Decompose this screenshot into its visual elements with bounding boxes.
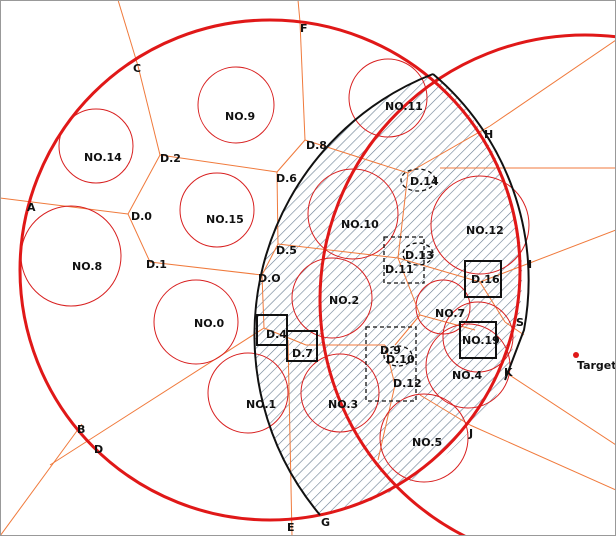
label-no12: NO.12 (466, 224, 504, 237)
node-d11-box (383, 236, 425, 284)
point-h: H (484, 128, 493, 141)
point-e: E (287, 521, 295, 534)
point-s: S (516, 316, 524, 329)
label-d13: D.13 (405, 249, 434, 262)
node-d9-marker (383, 345, 413, 367)
target-marker (573, 352, 579, 358)
label-no9: NO.9 (225, 110, 255, 123)
label-no15: NO.15 (206, 213, 244, 226)
label-d16: D.16 (471, 273, 500, 286)
point-d: D (94, 443, 103, 456)
lens-outline-right (432, 73, 530, 381)
label-d1: D.1 (146, 258, 167, 271)
label-no8: NO.8 (72, 260, 102, 273)
main-range-circle (18, 18, 522, 522)
point-labels: A B C D E F G H I J K S Target (27, 22, 616, 534)
point-i: I (528, 258, 532, 271)
label-no5: NO.5 (412, 436, 442, 449)
circle-no0 (153, 279, 239, 365)
label-d12: D.12 (393, 377, 422, 390)
circle-no12 (430, 175, 530, 275)
lens-outline (253, 73, 434, 516)
circle-no19 (442, 301, 514, 373)
point-b: B (77, 423, 85, 436)
circle-no2 (291, 257, 373, 339)
node-d13-marker (402, 242, 434, 266)
point-k: K (504, 366, 513, 379)
circle-labels: NO.0 NO.1 NO.2 NO.3 NO.4 NO.5 NO.7 NO.8 … (72, 100, 504, 449)
label-d0b: D.O (258, 272, 281, 285)
label-no19: NO.19 (462, 334, 500, 347)
point-f: F (300, 22, 308, 35)
node-d19-box (459, 321, 497, 359)
circle-no14 (58, 108, 134, 184)
label-d14: D.14 (410, 175, 439, 188)
label-d2: D.2 (160, 152, 181, 165)
label-d6: D.6 (276, 172, 297, 185)
circle-no11 (348, 58, 428, 138)
circle-no3 (300, 353, 380, 433)
label-no2: NO.2 (329, 294, 359, 307)
label-d5: D.5 (276, 244, 297, 257)
solid-boxes (256, 260, 502, 362)
label-no11: NO.11 (385, 100, 423, 113)
node-d7-box (286, 330, 318, 362)
label-no3: NO.3 (328, 398, 358, 411)
point-c: C (133, 62, 141, 75)
dashed-nodes (365, 168, 436, 402)
label-no4: NO.4 (452, 369, 482, 382)
label-d8: D.8 (306, 139, 327, 152)
node-d16-box (464, 260, 502, 298)
label-d10: D.10 (386, 353, 415, 366)
point-a: A (27, 201, 36, 214)
label-d0: D.0 (131, 210, 152, 223)
label-d7: D.7 (292, 347, 313, 360)
node-d14-marker (400, 168, 436, 192)
label-d4: D.4 (266, 328, 287, 341)
circle-no9 (197, 66, 275, 144)
point-g: G (321, 516, 330, 529)
node-d10-box (365, 326, 417, 402)
circle-no15 (179, 172, 255, 248)
node-labels: D.0 D.O D.1 D.2 D.4 D.5 D.6 D.7 D.8 D.9 … (131, 139, 500, 390)
label-d11: D.11 (385, 263, 414, 276)
label-no0: NO.0 (194, 317, 224, 330)
label-no14: NO.14 (84, 151, 122, 164)
secondary-range-circle (318, 33, 616, 536)
circle-no8 (20, 205, 122, 307)
label-no10: NO.10 (341, 218, 379, 231)
circle-no5 (379, 393, 469, 483)
intersection-region (254, 74, 523, 515)
label-d9: D.9 (380, 344, 401, 357)
label-no1: NO.1 (246, 398, 276, 411)
target-label: Target (577, 359, 616, 372)
point-j: J (468, 427, 473, 440)
label-no7: NO.7 (435, 307, 465, 320)
circle-no1 (207, 352, 289, 434)
